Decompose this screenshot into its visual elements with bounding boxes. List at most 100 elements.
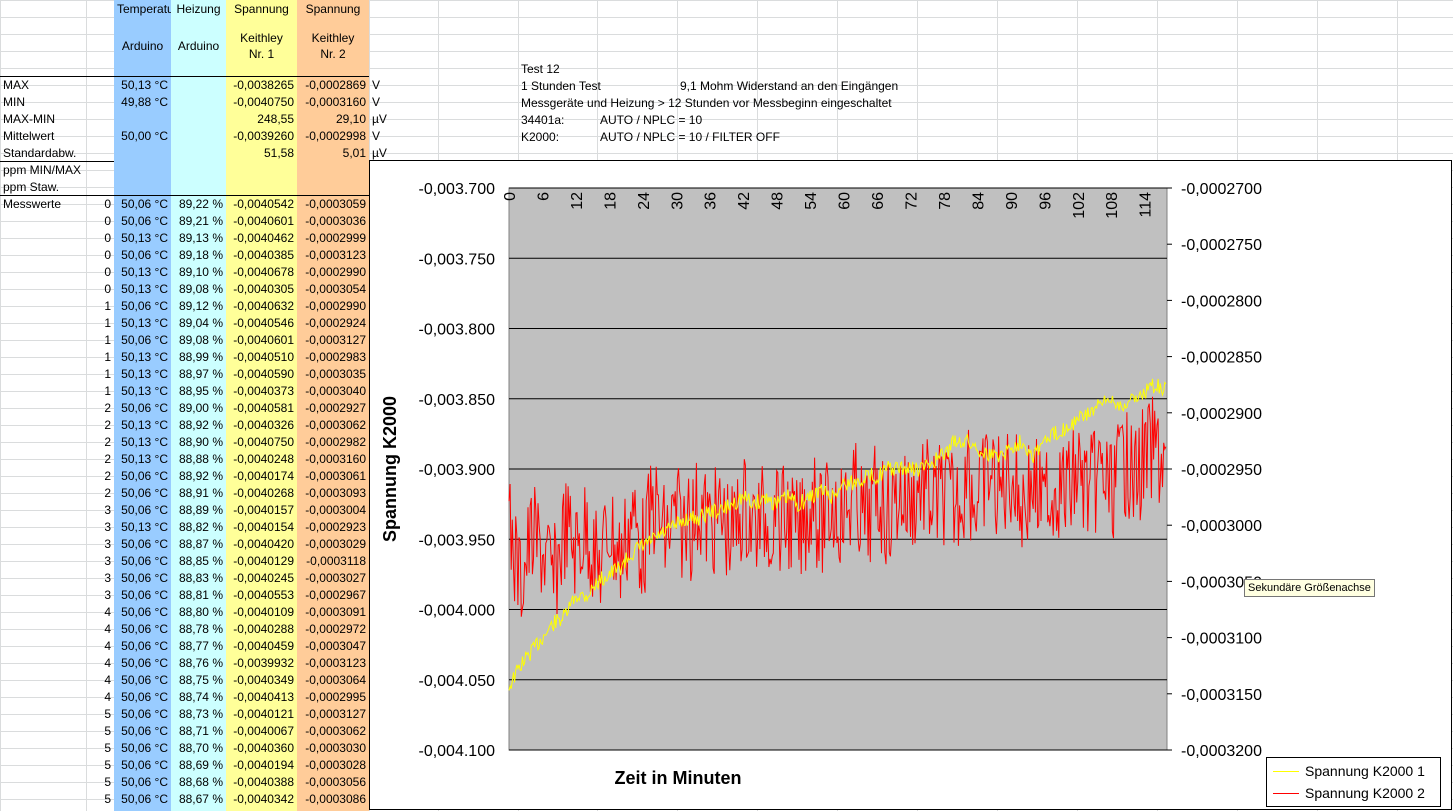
row-heat[interactable]: 88,90 % xyxy=(178,435,223,449)
row-heat[interactable]: 88,97 % xyxy=(178,367,223,381)
row-v2[interactable]: -0,0003086 xyxy=(305,792,366,806)
row-temp[interactable]: 50,06 °C xyxy=(121,707,168,721)
row-temp[interactable]: 50,13 °C xyxy=(121,231,168,245)
row-minute[interactable]: 1 xyxy=(104,299,111,313)
row-v1[interactable]: -0,0039932 xyxy=(233,656,294,670)
row-minute[interactable]: 0 xyxy=(104,231,111,245)
stat-v1[interactable] xyxy=(226,179,297,196)
stat-unit[interactable]: V xyxy=(372,95,381,109)
row-v1[interactable]: -0,0040305 xyxy=(233,282,294,296)
row-v2[interactable]: -0,0003091 xyxy=(305,605,366,619)
row-heat[interactable]: 88,73 % xyxy=(178,707,223,721)
row-heat[interactable]: 89,12 % xyxy=(178,299,223,313)
row-v2[interactable]: -0,0003030 xyxy=(305,741,366,755)
row-temp[interactable]: 50,06 °C xyxy=(121,503,168,517)
row-temp[interactable]: 50,06 °C xyxy=(121,639,168,653)
chart-legend[interactable]: Spannung K2000 1 Spannung K2000 2 xyxy=(1266,757,1441,807)
row-temp[interactable]: 50,06 °C xyxy=(121,469,168,483)
legend-item-series1[interactable]: Spannung K2000 1 xyxy=(1273,762,1425,780)
row-temp[interactable]: 50,13 °C xyxy=(121,282,168,296)
row-v2[interactable]: -0,0003004 xyxy=(305,503,366,517)
row-minute[interactable]: 0 xyxy=(104,197,111,211)
row-v2[interactable]: -0,0002967 xyxy=(305,588,366,602)
row-v1[interactable]: -0,0040420 xyxy=(233,537,294,551)
stat-temp[interactable]: 50,00 °C xyxy=(121,129,168,143)
row-minute[interactable]: 4 xyxy=(104,690,111,704)
row-minute[interactable]: 4 xyxy=(104,639,111,653)
stat-unit[interactable]: µV xyxy=(372,112,387,126)
row-temp[interactable]: 50,06 °C xyxy=(121,554,168,568)
row-heat[interactable]: 88,92 % xyxy=(178,418,223,432)
row-v2[interactable]: -0,0002995 xyxy=(305,690,366,704)
row-heat[interactable]: 89,18 % xyxy=(178,248,223,262)
row-heat[interactable]: 88,95 % xyxy=(178,384,223,398)
row-heat[interactable]: 89,22 % xyxy=(178,197,223,211)
row-minute[interactable]: 5 xyxy=(104,724,111,738)
row-temp[interactable]: 50,06 °C xyxy=(121,758,168,772)
row-heat[interactable]: 88,85 % xyxy=(178,554,223,568)
row-v1[interactable]: -0,0040288 xyxy=(233,622,294,636)
row-minute[interactable]: 3 xyxy=(104,554,111,568)
stat-unit[interactable]: µV xyxy=(372,146,387,160)
row-minute[interactable]: 3 xyxy=(104,588,111,602)
row-v2[interactable]: -0,0003061 xyxy=(305,469,366,483)
note-line3a[interactable]: 34401a: xyxy=(521,113,565,127)
row-temp[interactable]: 50,06 °C xyxy=(121,299,168,313)
stat-label[interactable]: Mittelwert xyxy=(3,129,55,143)
row-heat[interactable]: 88,71 % xyxy=(178,724,223,738)
header-spannung-1[interactable]: Spannung xyxy=(234,2,289,16)
row-minute[interactable]: 3 xyxy=(104,520,111,534)
row-v2[interactable]: -0,0003027 xyxy=(305,571,366,585)
stat-v2[interactable] xyxy=(297,162,369,179)
row-temp[interactable]: 50,13 °C xyxy=(121,316,168,330)
row-minute[interactable]: 1 xyxy=(104,316,111,330)
row-heat[interactable]: 88,76 % xyxy=(178,656,223,670)
subheader-arduino-heat[interactable]: Arduino xyxy=(177,39,220,53)
row-v2[interactable]: -0,0003160 xyxy=(305,452,366,466)
row-minute[interactable]: 3 xyxy=(104,571,111,585)
row-temp[interactable]: 50,06 °C xyxy=(121,724,168,738)
row-v2[interactable]: -0,0003059 xyxy=(305,197,366,211)
note-line4a[interactable]: K2000: xyxy=(521,130,560,144)
row-v2[interactable]: -0,0003056 xyxy=(305,775,366,789)
row-minute[interactable]: 4 xyxy=(104,605,111,619)
stat-label[interactable]: MAX xyxy=(3,78,30,92)
row-v2[interactable]: -0,0003093 xyxy=(305,486,366,500)
row-v1[interactable]: -0,0040542 xyxy=(233,197,294,211)
note-line2[interactable]: Messgeräte und Heizung > 12 Stunden vor … xyxy=(521,96,892,110)
stat-v2[interactable]: -0,0003160 xyxy=(305,95,366,109)
row-v1[interactable]: -0,0040349 xyxy=(233,673,294,687)
row-minute[interactable]: 0 xyxy=(104,214,111,228)
row-v1[interactable]: -0,0040388 xyxy=(233,775,294,789)
row-minute[interactable]: 4 xyxy=(104,673,111,687)
row-heat[interactable]: 88,92 % xyxy=(178,469,223,483)
note-line1a[interactable]: 1 Stunden Test xyxy=(521,79,601,93)
stat-v2[interactable]: 5,01 xyxy=(342,146,366,160)
stat-temp[interactable] xyxy=(114,145,171,162)
row-temp[interactable]: 50,13 °C xyxy=(121,384,168,398)
row-temp[interactable]: 50,06 °C xyxy=(121,588,168,602)
row-minute[interactable]: 5 xyxy=(104,758,111,772)
row-v1[interactable]: -0,0040462 xyxy=(233,231,294,245)
row-temp[interactable]: 50,13 °C xyxy=(121,418,168,432)
row-heat[interactable]: 89,21 % xyxy=(178,214,223,228)
row-heat[interactable]: 88,68 % xyxy=(178,775,223,789)
row-v2[interactable]: -0,0003062 xyxy=(305,724,366,738)
row-minute[interactable]: 3 xyxy=(104,537,111,551)
stat-label[interactable]: MAX-MIN xyxy=(3,112,55,126)
row-v2[interactable]: -0,0002982 xyxy=(305,435,366,449)
row-v2[interactable]: -0,0002923 xyxy=(305,520,366,534)
row-v2[interactable]: -0,0003035 xyxy=(305,367,366,381)
row-minute[interactable]: 4 xyxy=(104,656,111,670)
row-heat[interactable]: 88,89 % xyxy=(178,503,223,517)
row-temp[interactable]: 50,06 °C xyxy=(121,656,168,670)
row-heat[interactable]: 88,87 % xyxy=(178,537,223,551)
row-heat[interactable]: 89,00 % xyxy=(178,401,223,415)
stat-v1[interactable]: 248,55 xyxy=(257,112,294,126)
row-v1[interactable]: -0,0040581 xyxy=(233,401,294,415)
stat-v1[interactable]: -0,0039260 xyxy=(233,129,294,143)
legend-item-series2[interactable]: Spannung K2000 2 xyxy=(1273,784,1425,802)
row-v1[interactable]: -0,0040373 xyxy=(233,384,294,398)
row-heat[interactable]: 88,81 % xyxy=(178,588,223,602)
row-v1[interactable]: -0,0040678 xyxy=(233,265,294,279)
